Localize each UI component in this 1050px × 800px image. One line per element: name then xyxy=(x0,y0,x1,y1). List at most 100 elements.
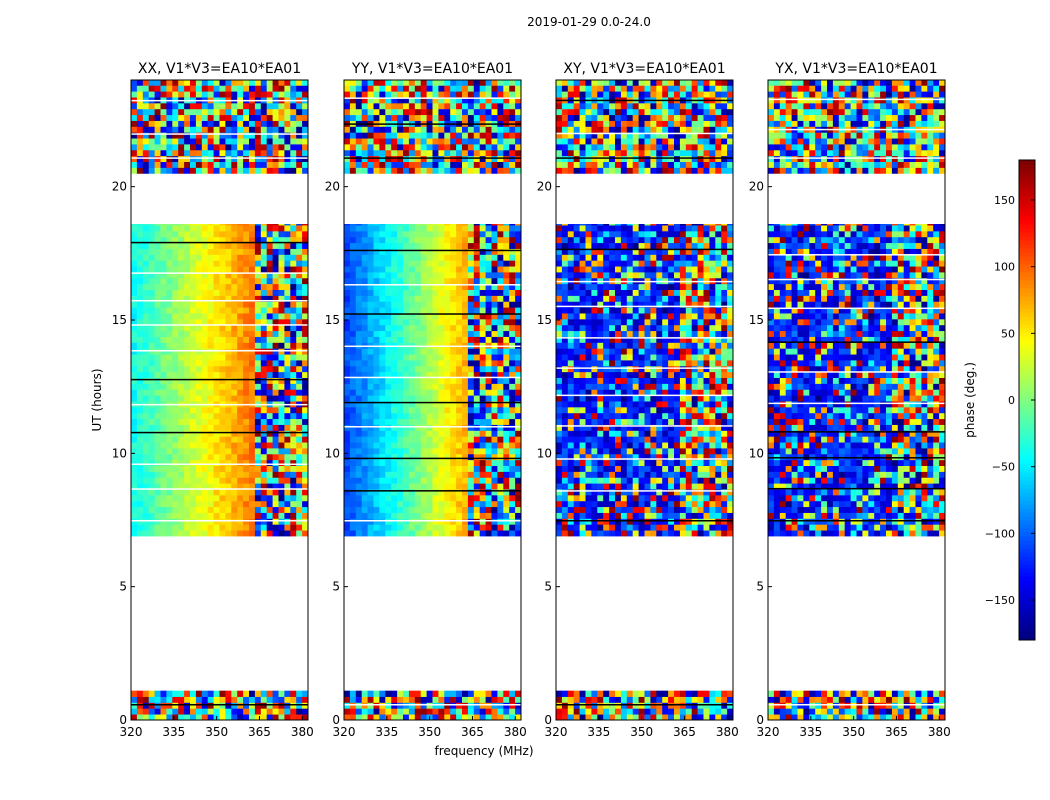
heatmap-cell xyxy=(573,494,580,502)
heatmap-cell xyxy=(403,342,410,349)
heatmap-cell xyxy=(709,494,716,502)
heatmap-cell xyxy=(727,500,733,508)
flagged-row xyxy=(344,704,521,706)
heatmap-cell xyxy=(284,518,291,525)
heatmap-cell xyxy=(219,102,226,110)
heatmap-cell xyxy=(403,401,410,408)
heatmap-cell xyxy=(414,318,422,326)
heatmap-cell xyxy=(674,530,681,537)
heatmap-cell xyxy=(195,453,203,461)
heatmap-cell xyxy=(278,85,285,92)
heatmap-cell xyxy=(515,389,521,396)
heatmap-cell xyxy=(385,318,392,326)
heatmap-cell xyxy=(497,371,504,378)
heatmap-cell xyxy=(414,248,422,255)
heatmap-cell xyxy=(254,330,262,337)
heatmap-cell xyxy=(237,530,244,537)
heatmap-cell xyxy=(403,696,410,703)
heatmap-cell xyxy=(148,436,155,443)
heatmap-cell xyxy=(349,155,357,162)
heatmap-cell xyxy=(491,506,498,513)
heatmap-cell xyxy=(515,242,521,249)
heatmap-cell xyxy=(148,167,155,174)
heatmap-cell xyxy=(403,224,410,226)
heatmap-cell xyxy=(385,412,392,420)
heatmap-cell xyxy=(148,377,155,384)
heatmap-cell xyxy=(278,360,285,367)
heatmap-cell xyxy=(278,138,285,145)
heatmap-cell xyxy=(231,494,238,502)
heatmap-cell xyxy=(473,430,481,437)
heatmap-cell xyxy=(207,161,214,168)
heatmap-cell xyxy=(485,266,492,273)
heatmap-cell xyxy=(195,412,203,420)
heatmap-cell xyxy=(254,272,262,279)
heatmap-cell xyxy=(497,696,504,703)
heatmap-cell xyxy=(414,272,422,279)
heatmap-cell xyxy=(467,318,475,326)
heatmap-cell xyxy=(503,149,510,157)
heatmap-cell xyxy=(591,483,598,490)
heatmap-cell xyxy=(391,690,398,697)
heatmap-cell xyxy=(142,307,150,314)
heatmap-cell xyxy=(266,371,273,378)
heatmap-cell xyxy=(491,459,498,466)
heatmap-cell xyxy=(344,277,351,285)
heatmap-cell xyxy=(349,418,357,425)
heatmap-cell xyxy=(467,395,475,402)
heatmap-cell xyxy=(260,155,268,162)
heatmap-cell xyxy=(691,500,698,508)
heatmap-cell xyxy=(296,389,303,396)
heatmap-cell xyxy=(148,424,155,431)
heatmap-cell xyxy=(585,506,592,513)
heatmap-cell xyxy=(585,494,592,502)
heatmap-cell xyxy=(344,97,351,104)
heatmap-cell xyxy=(131,155,138,162)
heatmap-cell xyxy=(361,155,368,162)
heatmap-cell xyxy=(207,224,214,226)
heatmap-cell xyxy=(397,132,404,139)
heatmap-cell xyxy=(136,354,144,361)
heatmap-cell xyxy=(426,108,433,116)
heatmap-cell xyxy=(231,424,238,431)
heatmap-cell xyxy=(426,459,433,466)
heatmap-cell xyxy=(272,225,279,232)
heatmap-cell xyxy=(195,436,203,443)
heatmap-cell xyxy=(438,138,445,145)
heatmap-cell xyxy=(136,512,144,519)
heatmap-cell xyxy=(302,295,308,302)
heatmap-cell xyxy=(213,102,220,110)
heatmap-cell xyxy=(136,448,144,455)
heatmap-cell xyxy=(278,301,285,308)
heatmap-cell xyxy=(503,283,510,290)
heatmap-cell xyxy=(219,225,226,232)
heatmap-cell xyxy=(296,342,303,349)
heatmap-cell xyxy=(432,230,439,238)
heatmap-cell xyxy=(284,336,291,343)
heatmap-cell xyxy=(597,702,604,709)
heatmap-cell xyxy=(184,494,191,502)
heatmap-cell xyxy=(426,144,433,151)
heatmap-cell xyxy=(355,436,363,443)
heatmap-cell xyxy=(397,494,404,502)
heatmap-cell xyxy=(361,295,368,302)
heatmap-cell xyxy=(249,144,256,151)
heatmap-cell xyxy=(473,254,481,261)
heatmap-cell xyxy=(650,506,657,513)
heatmap-cell xyxy=(231,377,238,384)
heatmap-cell xyxy=(349,85,357,92)
heatmap-cell xyxy=(355,442,363,449)
heatmap-cell xyxy=(626,708,634,715)
heatmap-cell xyxy=(450,342,457,349)
heatmap-cell xyxy=(296,324,303,332)
heatmap-cell xyxy=(603,483,610,490)
heatmap-cell xyxy=(344,324,351,332)
heatmap-cell xyxy=(178,336,185,343)
heatmap-cell xyxy=(154,518,161,525)
heatmap-cell xyxy=(254,512,262,519)
heatmap-cell xyxy=(509,97,516,104)
heatmap-cell xyxy=(444,690,451,697)
heatmap-cell xyxy=(462,108,469,116)
heatmap-cell xyxy=(272,453,279,461)
heatmap-cell xyxy=(243,406,250,414)
